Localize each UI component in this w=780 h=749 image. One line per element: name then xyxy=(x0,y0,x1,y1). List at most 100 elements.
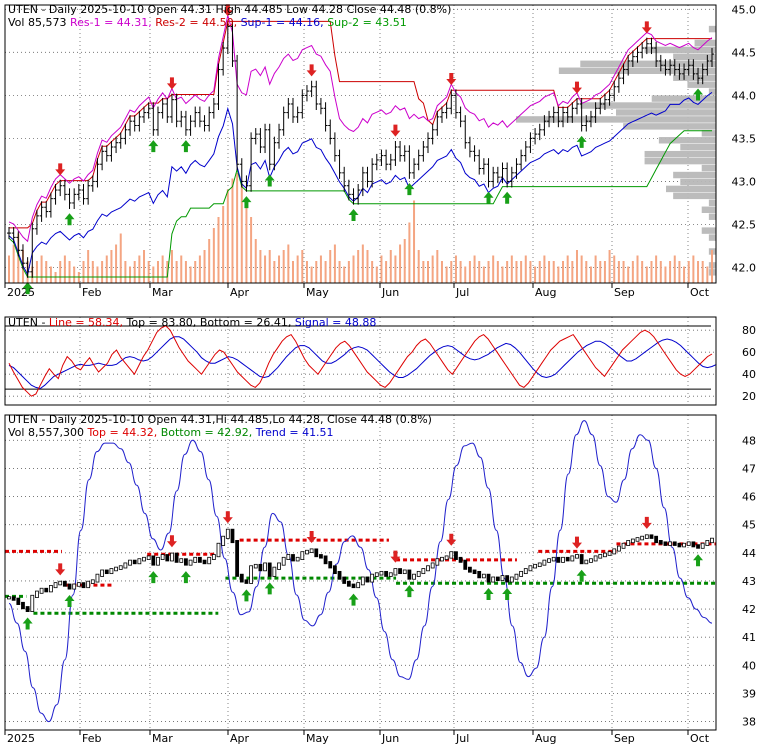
price-panel-background xyxy=(5,5,716,283)
volume-bar xyxy=(566,255,569,283)
legend-part: Res-1 = 44.31, xyxy=(70,16,155,29)
volume-bar xyxy=(436,250,439,283)
volume-bar xyxy=(422,261,425,283)
price-y-tick-label: 45.0 xyxy=(732,3,757,16)
price-x-tick-label: Oct xyxy=(690,286,710,299)
trend-panel-frame xyxy=(4,414,717,731)
volume-bar xyxy=(152,266,155,283)
trend-candle xyxy=(109,568,114,575)
trend-candle xyxy=(468,566,472,573)
trend-candle xyxy=(67,583,72,590)
volume-bar xyxy=(180,255,183,283)
trend-buy-arrow xyxy=(693,554,704,567)
volume-bar xyxy=(343,266,346,283)
volume-bar xyxy=(636,255,639,283)
volume-bar xyxy=(692,255,695,283)
volume-bar xyxy=(268,250,271,283)
trend-candle xyxy=(542,559,547,566)
volume-bar xyxy=(184,261,187,283)
trend-y-tick-label: 45 xyxy=(742,519,756,532)
trend-candle xyxy=(691,541,696,548)
volume-bar xyxy=(501,266,504,283)
trend-candle xyxy=(291,554,295,562)
trend-candle xyxy=(351,583,356,589)
legend-part: UTEN - xyxy=(8,316,49,329)
sell-arrow xyxy=(306,64,317,77)
trend-candle xyxy=(658,540,663,545)
volume-bar xyxy=(8,255,10,283)
volume-bar xyxy=(357,250,360,283)
volume-bar xyxy=(450,261,453,283)
volume-bar xyxy=(520,261,523,283)
legend-part: Res-2 = 44.50, xyxy=(155,16,240,29)
sell-arrow xyxy=(446,73,457,86)
trend-sell-arrow xyxy=(390,550,401,563)
trend-candle xyxy=(444,555,449,560)
trend-candle xyxy=(16,597,21,605)
trend-candle xyxy=(672,541,677,546)
volume-bar xyxy=(594,255,597,283)
trend-x-tick-label: Aug xyxy=(535,732,556,745)
volume-bar xyxy=(156,261,159,283)
volume-profile-bar xyxy=(701,206,716,213)
volume-bar xyxy=(496,261,499,283)
volume-profile-bar xyxy=(673,74,716,81)
legend-part: Top = 44.32, xyxy=(86,426,160,439)
trend-candle xyxy=(440,556,444,562)
volume-bar xyxy=(105,255,108,283)
volume-bar xyxy=(599,261,602,283)
trend-candle xyxy=(547,558,551,563)
volume-bar xyxy=(17,233,20,283)
trend-candle xyxy=(62,580,67,587)
trend-candle xyxy=(481,573,486,579)
trend-candle xyxy=(267,562,272,577)
volume-bar xyxy=(352,255,355,283)
volume-bar xyxy=(543,255,546,283)
trend-sell-arrow xyxy=(306,530,317,543)
trend-candle xyxy=(272,566,277,577)
trend-candle xyxy=(630,538,635,544)
trend-candle xyxy=(579,554,584,565)
trend-candle xyxy=(30,594,35,612)
trend-y-tick-label: 38 xyxy=(742,716,756,729)
volume-bar xyxy=(673,255,676,283)
trend-candle xyxy=(230,528,235,544)
trend-candle xyxy=(216,542,221,558)
price-panel-frame xyxy=(4,4,717,284)
trend-candle xyxy=(328,561,333,569)
trend-candle xyxy=(72,583,77,590)
price-panel-title: UTEN - Daily 2025-10-10 Open 44.31 High … xyxy=(8,3,451,16)
volume-bar xyxy=(170,250,173,283)
volume-profile-bar xyxy=(708,234,716,241)
trend-y-tick-label: 42 xyxy=(742,603,756,616)
volume-bar xyxy=(87,250,90,283)
trend-candle xyxy=(25,606,30,612)
volume-bar xyxy=(557,266,560,283)
trend-candle xyxy=(202,559,207,565)
trend-buy-arrow xyxy=(502,587,513,600)
trend-candle xyxy=(104,569,109,575)
volume-bar xyxy=(198,255,201,283)
volume-profile-bar xyxy=(708,25,716,33)
volume-bar xyxy=(524,255,527,283)
trend-candle xyxy=(603,552,607,558)
volume-bar xyxy=(459,261,462,283)
volume-bar xyxy=(399,244,402,283)
trend-x-tick-label: Jun xyxy=(381,732,399,745)
buy-arrow xyxy=(348,208,359,221)
volume-bar xyxy=(371,261,374,283)
legend-part: Bottom = 26.41, xyxy=(200,316,295,329)
legend-part: Sup-1 = 44.16, xyxy=(241,16,328,29)
trend-candle xyxy=(654,535,659,544)
sell-arrow xyxy=(166,77,177,90)
trend-candle xyxy=(393,568,398,576)
volume-bar xyxy=(603,261,606,283)
trend-candle xyxy=(649,534,654,539)
volume-bar xyxy=(91,261,94,283)
price-x-tick-label: Feb xyxy=(82,286,101,299)
trend-candle xyxy=(76,582,81,587)
trend-y-tick-label: 46 xyxy=(742,491,756,504)
volume-bar xyxy=(259,250,262,283)
volume-bar xyxy=(273,261,276,283)
